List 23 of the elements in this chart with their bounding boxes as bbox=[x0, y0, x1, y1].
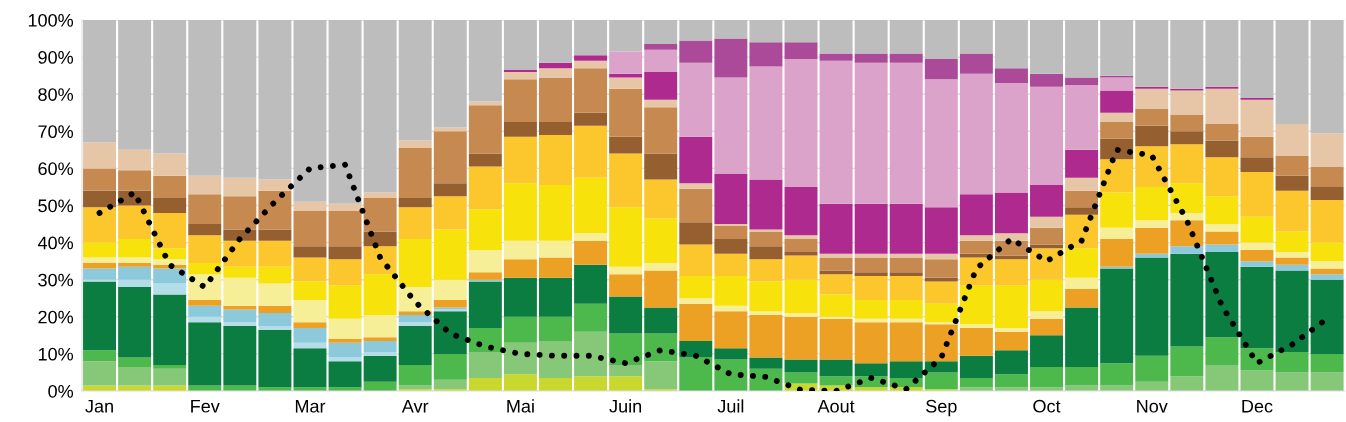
x-tick-label: Nov bbox=[1137, 400, 1168, 413]
y-tick-label: 100% bbox=[28, 13, 74, 27]
y-tick-label: 40% bbox=[37, 236, 74, 250]
x-tick-label: Fev bbox=[191, 400, 220, 413]
x-tick-label: Mai bbox=[507, 399, 534, 413]
x-tick-label: Oct bbox=[1033, 399, 1061, 413]
x-tick-label: Juil bbox=[717, 399, 744, 413]
x-tick-label: Jan bbox=[85, 400, 113, 413]
x-tick-label: Sep bbox=[926, 399, 957, 417]
x-tick-label: Juin bbox=[609, 399, 642, 413]
y-tick-label: 30% bbox=[38, 273, 74, 287]
x-tick-label: Avr bbox=[401, 400, 429, 413]
x-tick-label: Mar bbox=[295, 400, 326, 413]
y-tick-label: 80% bbox=[38, 88, 74, 101]
y-tick-label: 10% bbox=[38, 347, 74, 361]
y-tick-label: 90% bbox=[38, 51, 74, 64]
y-tick-label: 70% bbox=[38, 125, 74, 139]
y-tick-label: 50% bbox=[38, 199, 74, 213]
x-tick-label: Dec bbox=[1242, 400, 1273, 413]
x-tick-label: Aout bbox=[817, 400, 855, 413]
y-tick-label: 20% bbox=[38, 310, 74, 324]
y-tick-label: 60% bbox=[38, 162, 74, 176]
y-tick-label: 0% bbox=[48, 384, 74, 398]
